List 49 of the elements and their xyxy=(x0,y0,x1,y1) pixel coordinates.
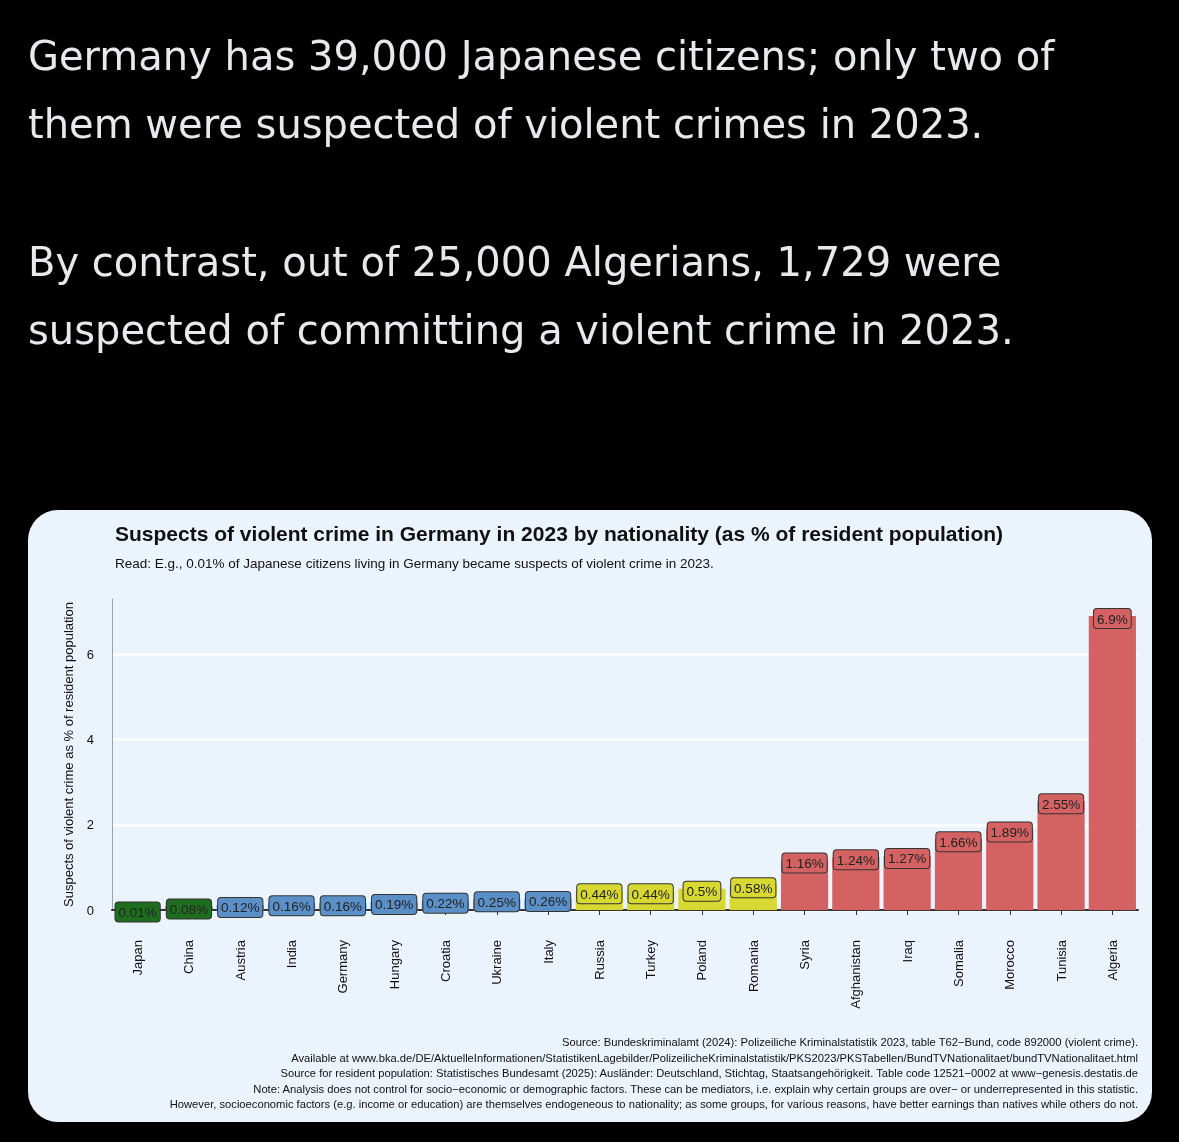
x-tick-label: Afghanistan xyxy=(848,940,864,1009)
data-label: 0.19% xyxy=(375,897,414,913)
x-tick-label: Russia xyxy=(591,939,607,980)
source-note: Source for resident population: Statistisches Bundesamt (2025): Ausländer: Deutschland, Stichtag, Staatsangehörigkeit. Table code 12521−0002 at www−genesis.destatis.de xyxy=(279,1066,1138,1081)
x-tick-label: Italy xyxy=(540,939,556,964)
data-label: 0.12% xyxy=(221,900,260,916)
x-tick-label: Croatia xyxy=(437,939,453,982)
data-label: 1.16% xyxy=(785,856,824,872)
source-note: Source: Bundeskriminalamt (2024): Polizeiliche Kriminalstatistik 2023, table T62−Bund, code 892000 (violent crime). xyxy=(561,1035,1138,1050)
x-tick-label: Austria xyxy=(232,939,248,981)
x-tick-label: China xyxy=(181,939,197,974)
y-axis-title: Suspects of violent crime as % of resident population xyxy=(60,602,76,907)
data-label: 1.66% xyxy=(939,834,978,850)
x-tick-label: Morocco xyxy=(1002,940,1018,990)
x-tick-label: Ukraine xyxy=(489,940,505,985)
x-tick-label: Poland xyxy=(694,940,710,981)
data-label: 6.9% xyxy=(1096,611,1128,627)
data-label: 0.5% xyxy=(686,884,718,900)
chart-subtitle: Read: E.g., 0.01% of Japanese citizens living in Germany became suspects of violent crime in 2023. xyxy=(115,555,714,571)
data-label: 2.55% xyxy=(1041,796,1081,812)
data-label: 1.24% xyxy=(836,852,875,868)
data-label: 0.26% xyxy=(528,894,568,910)
y-tick-label: 4 xyxy=(86,732,94,748)
x-tick-label: Tunisia xyxy=(1053,939,1069,982)
data-label: 0.25% xyxy=(477,894,516,910)
x-tick-label: Somalia xyxy=(950,939,966,987)
data-label: 0.01% xyxy=(118,905,157,921)
x-tick-label: Algeria xyxy=(1104,939,1120,981)
chart-title: Suspects of violent crime in Germany in 2023 by nationality (as % of resident population) xyxy=(115,522,1004,545)
y-tick-label: 0 xyxy=(86,902,94,918)
text: However, socioeconomic factors (e.g. income or education) are themselves endogeneous to nationality; as some groups, for various reasons, have better earnings than natives while others do not. xyxy=(168,1097,1138,1112)
x-tick-label: Hungary xyxy=(386,939,402,990)
y-tick-label: 2 xyxy=(86,817,94,833)
text: Note: Analysis does not control for socio−economic or demographic factors. These can be mediators, i.e. explain why certain groups are over− or underrepresented in this statistic. xyxy=(252,1081,1138,1097)
text: By contrast, out of 25,000 Algerians, 1,729 were suspected of committing a violent crime in 2023. xyxy=(28,238,1015,355)
data-label: 0.58% xyxy=(734,880,773,896)
x-tick-label: Romania xyxy=(745,939,761,993)
text: Available at www.bka.de/DE/AktuelleInformationen/StatistikenLagebilder/PolizeilicheKriminalstatistik/PKS2023/PKSTabellen/BundTVNationalitaet/bundTVNationalitaet.html xyxy=(290,1050,1138,1066)
x-tick-label: India xyxy=(284,939,300,969)
data-label: 1.89% xyxy=(990,824,1029,840)
x-tick-label: Turkey xyxy=(643,939,659,980)
x-tick-label: Japan xyxy=(130,940,146,976)
data-label: 1.27% xyxy=(888,851,927,867)
x-tick-label: Syria xyxy=(797,939,813,970)
x-tick-label: Iraq xyxy=(899,940,915,963)
text: Germany has 39,000 Japanese citizens; only two of them were suspected of violent crimes in 2023. xyxy=(28,32,1056,149)
y-tick-label: 6 xyxy=(86,646,94,662)
data-label: 0.16% xyxy=(323,898,362,914)
x-tick-label: Germany xyxy=(335,939,351,994)
